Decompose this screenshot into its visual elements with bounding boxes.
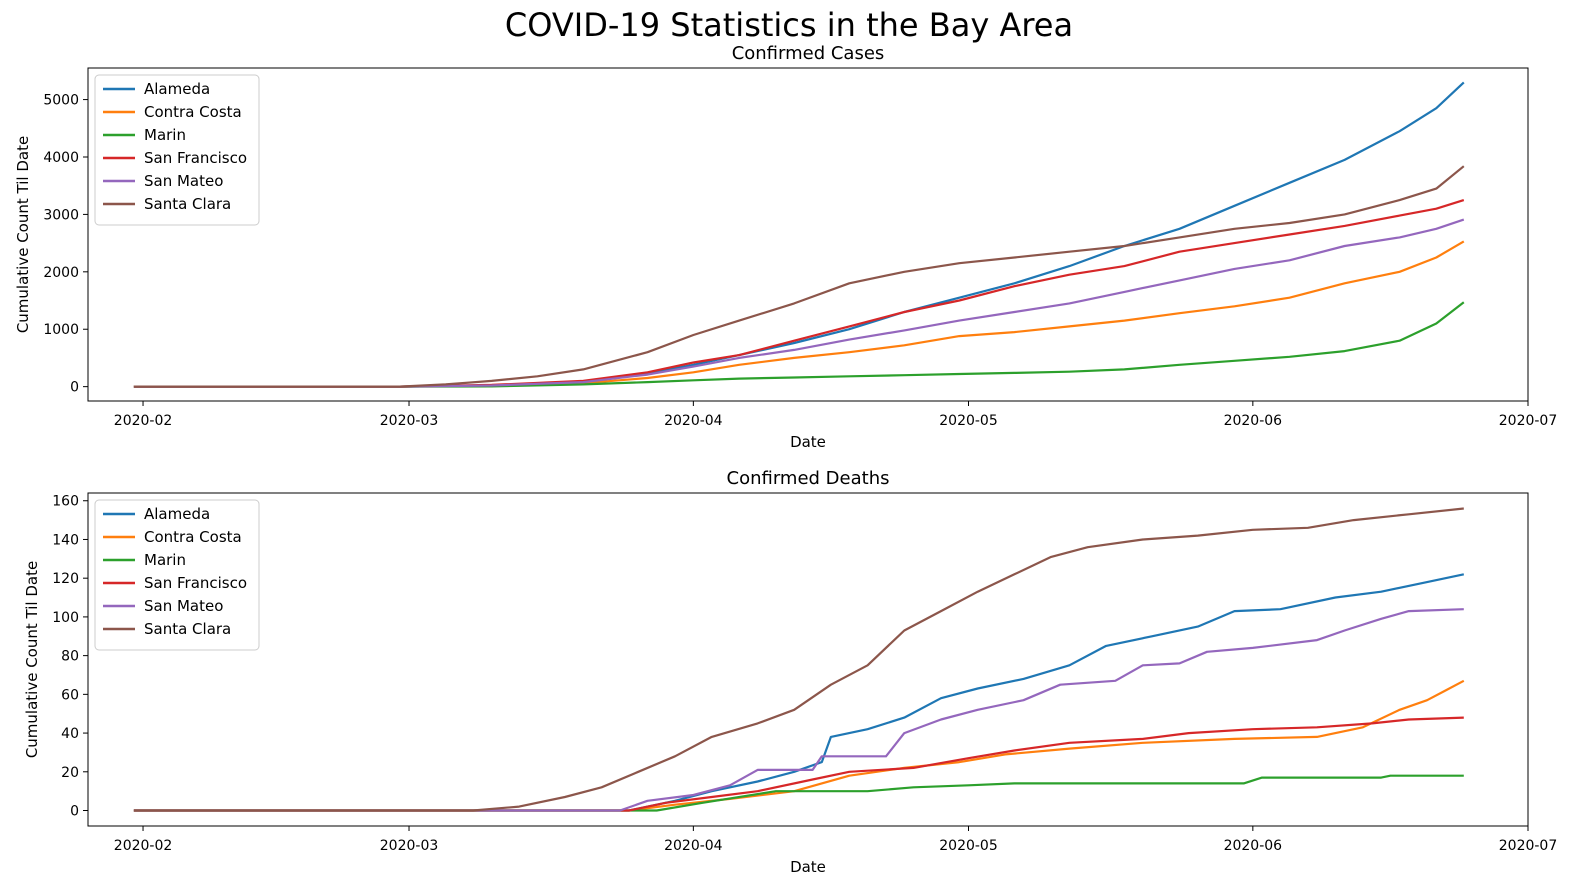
x-tick-label: 2020-05 <box>939 413 998 429</box>
y-tick-label: 40 <box>61 726 79 742</box>
legend-label-san-francisco: San Francisco <box>144 574 247 592</box>
x-axis-label: Date <box>790 858 826 876</box>
y-tick-label: 80 <box>61 649 79 665</box>
series-line-san-francisco <box>133 199 1465 388</box>
subplot-title: Confirmed Deaths <box>727 468 890 489</box>
x-tick-label: 2020-06 <box>1224 413 1283 429</box>
legend-box <box>94 499 260 651</box>
subplot-confirmed-deaths: 2020-02 2020-03 2020-04 2020-05 2020-06 2020-… <box>23 468 1557 876</box>
x-tick-label: 2020-07 <box>1499 413 1558 429</box>
y-tick-label: 160 <box>52 494 79 510</box>
legend-label-san-mateo: San Mateo <box>144 597 223 615</box>
x-tick-label: 2020-07 <box>1499 838 1558 854</box>
y-tick-label: 60 <box>61 687 79 703</box>
y-tick-label: 0 <box>70 380 79 396</box>
x-axis-label: Date <box>790 433 826 451</box>
legend-label-alameda: Alameda <box>144 80 210 98</box>
legend-label-contra-costa: Contra Costa <box>144 103 242 121</box>
legend-label-san-francisco: San Francisco <box>144 149 247 167</box>
subplot-confirmed-cases: 2020-02 2020-03 2020-04 2020-05 2020-06 2020-… <box>14 43 1557 451</box>
legend-label-alameda: Alameda <box>144 505 210 523</box>
series-line-san-francisco <box>133 716 1464 812</box>
x-tick-label: 2020-02 <box>114 838 173 854</box>
x-tick-label: 2020-06 <box>1224 838 1283 854</box>
y-axis-label: Cumulative Count Til Date <box>23 561 41 758</box>
legend-label-santa-clara: Santa Clara <box>144 195 231 213</box>
y-tick-label: 3000 <box>43 207 79 223</box>
x-tick-label: 2020-05 <box>939 838 998 854</box>
legend-box <box>94 74 260 226</box>
y-axis-label: Cumulative Count Til Date <box>14 136 32 333</box>
legend: Alameda Contra Costa Marin San Francisco San… <box>94 499 260 651</box>
legend-label-santa-clara: Santa Clara <box>144 620 231 638</box>
legend: Alameda Contra Costa Marin San Francisco San… <box>94 74 260 226</box>
x-tick-label: 2020-03 <box>380 413 439 429</box>
y-tick-label: 120 <box>52 571 79 587</box>
x-tick-label: 2020-02 <box>114 413 173 429</box>
axes-frame <box>87 492 1529 827</box>
legend-label-san-mateo: San Mateo <box>144 172 223 190</box>
figure-title: COVID-19 Statistics in the Bay Area <box>505 6 1073 44</box>
x-tick-label: 2020-04 <box>664 838 723 854</box>
axes-frame <box>87 67 1529 402</box>
series-line-marin <box>133 774 1464 812</box>
y-tick-label: 0 <box>70 804 79 820</box>
series-line-marin <box>133 301 1465 388</box>
y-tick-label: 5000 <box>43 93 79 109</box>
series-line-contra-costa <box>133 240 1465 388</box>
y-tick-label: 2000 <box>43 265 79 281</box>
series-line-alameda <box>133 573 1465 812</box>
y-tick-label: 100 <box>52 610 79 626</box>
legend-label-marin: Marin <box>144 551 186 569</box>
y-tick-label: 20 <box>61 765 79 781</box>
legend-label-marin: Marin <box>144 126 186 144</box>
legend-label-contra-costa: Contra Costa <box>144 528 242 546</box>
y-tick-label: 1000 <box>43 322 79 338</box>
series-line-san-mateo <box>133 218 1465 388</box>
y-tick-label: 140 <box>52 532 79 548</box>
subplot-title: Confirmed Cases <box>732 43 885 64</box>
series-line-santa-clara <box>133 507 1464 812</box>
x-tick-label: 2020-04 <box>664 413 723 429</box>
series-line-santa-clara <box>133 165 1465 388</box>
y-tick-label: 4000 <box>43 150 79 166</box>
series-line-san-mateo <box>133 608 1464 812</box>
x-tick-label: 2020-03 <box>380 838 439 854</box>
